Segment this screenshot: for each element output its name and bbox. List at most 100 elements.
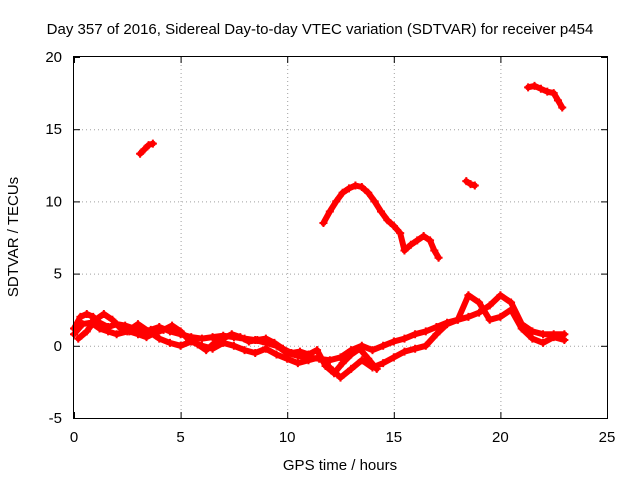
data-point bbox=[370, 197, 379, 206]
data-point bbox=[202, 346, 211, 355]
data-point bbox=[227, 330, 236, 339]
data-point bbox=[453, 315, 462, 324]
data-point bbox=[210, 338, 219, 347]
data-point bbox=[176, 341, 185, 350]
x-tick-label: 25 bbox=[599, 429, 616, 446]
data-point bbox=[136, 149, 145, 158]
data-point bbox=[553, 96, 562, 105]
data-point bbox=[434, 253, 443, 262]
data-point bbox=[396, 229, 405, 238]
data-point bbox=[142, 333, 151, 342]
data-point bbox=[355, 344, 364, 353]
chart-title: Day 357 of 2016, Sidereal Day-to-day VTE… bbox=[47, 21, 594, 38]
data-point bbox=[74, 334, 83, 343]
data-point bbox=[528, 334, 537, 343]
data-point bbox=[485, 301, 494, 310]
data-point bbox=[524, 83, 533, 92]
data-point bbox=[377, 207, 386, 216]
ticks: 0 5 10 15 20 25 -5 0 5 10 15 20 bbox=[45, 49, 615, 446]
data-point bbox=[517, 324, 526, 333]
data-point bbox=[293, 359, 302, 368]
data-point bbox=[379, 359, 388, 368]
series-line bbox=[71, 292, 568, 381]
data-point bbox=[278, 344, 287, 353]
series-arc-middle bbox=[319, 181, 443, 262]
data-point bbox=[475, 308, 484, 317]
data-point bbox=[321, 362, 330, 371]
data-point bbox=[144, 141, 153, 150]
data-point bbox=[432, 330, 441, 339]
data-point bbox=[539, 330, 548, 339]
data-point bbox=[78, 320, 87, 329]
data-point bbox=[411, 330, 420, 339]
data-point bbox=[443, 320, 452, 329]
data-point bbox=[261, 344, 270, 353]
data-point bbox=[338, 188, 347, 197]
data-point bbox=[287, 349, 296, 358]
data-point bbox=[464, 291, 473, 300]
data-point bbox=[168, 321, 177, 330]
data-point bbox=[295, 347, 304, 356]
data-point bbox=[357, 356, 366, 365]
data-point bbox=[389, 353, 398, 362]
data-point bbox=[536, 84, 545, 93]
data-point bbox=[389, 337, 398, 346]
data-point bbox=[432, 323, 441, 332]
data-point bbox=[165, 338, 174, 347]
data-point bbox=[351, 181, 360, 190]
data-point bbox=[82, 327, 91, 336]
data-point bbox=[372, 364, 381, 373]
data-point bbox=[304, 350, 313, 359]
data-point bbox=[419, 232, 428, 241]
data-point bbox=[507, 305, 516, 314]
data-point bbox=[357, 182, 366, 191]
data-point bbox=[345, 184, 354, 193]
y-axis-label: SDTVAR / TECUs bbox=[5, 177, 22, 297]
data-point bbox=[125, 327, 134, 336]
series-track-c bbox=[74, 310, 381, 378]
data-point bbox=[272, 350, 281, 359]
y-tick-label: 15 bbox=[45, 121, 62, 138]
data-point bbox=[364, 354, 373, 363]
data-point bbox=[543, 87, 552, 96]
x-tick-label: 10 bbox=[279, 429, 296, 446]
data-point bbox=[383, 216, 392, 225]
data-point bbox=[251, 349, 260, 358]
data-point bbox=[108, 315, 117, 324]
data-point bbox=[185, 336, 194, 345]
data-point bbox=[464, 312, 473, 321]
data-point bbox=[560, 336, 569, 345]
data-point bbox=[421, 341, 430, 350]
data-point bbox=[159, 325, 168, 334]
series-arc-top-right bbox=[524, 81, 567, 112]
data-point bbox=[219, 334, 228, 343]
series-blip-right bbox=[462, 177, 479, 190]
data-point bbox=[558, 103, 567, 112]
data-point bbox=[229, 341, 238, 350]
data-point bbox=[413, 236, 422, 245]
data-point bbox=[347, 364, 356, 373]
data-point bbox=[244, 337, 253, 346]
data-point bbox=[389, 221, 398, 230]
x-tick-label: 5 bbox=[176, 429, 184, 446]
plot-frame bbox=[73, 56, 608, 419]
data-point bbox=[91, 315, 100, 324]
data-point bbox=[197, 334, 206, 343]
data-point bbox=[325, 356, 334, 365]
data-point bbox=[466, 180, 475, 189]
grid bbox=[74, 57, 607, 418]
data-point bbox=[406, 240, 415, 249]
data-point bbox=[421, 327, 430, 336]
data-point bbox=[364, 188, 373, 197]
data-point bbox=[261, 334, 270, 343]
data-point bbox=[485, 315, 494, 324]
data-point bbox=[496, 312, 505, 321]
data-point bbox=[400, 347, 409, 356]
y-tick-label: 10 bbox=[45, 193, 62, 210]
data-point bbox=[426, 236, 435, 245]
data-point bbox=[151, 328, 160, 337]
data-point bbox=[283, 354, 292, 363]
data-point bbox=[549, 333, 558, 342]
series-layer bbox=[70, 81, 569, 382]
